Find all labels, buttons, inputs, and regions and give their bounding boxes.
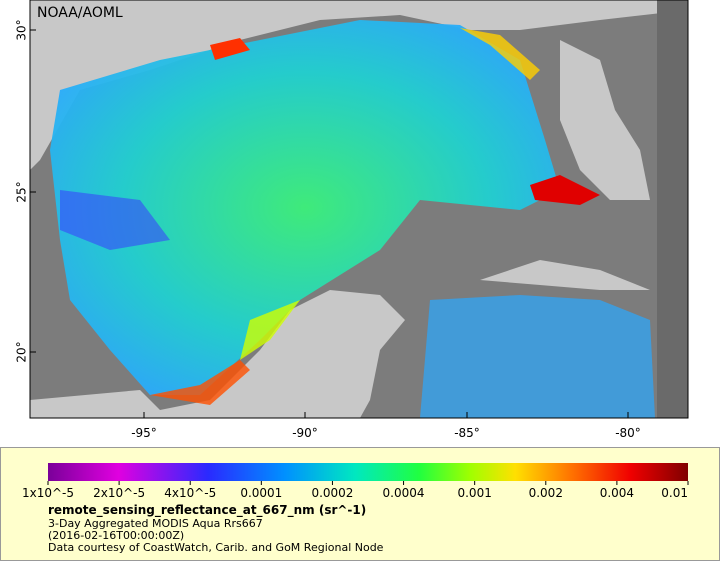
lon-label: -80° <box>615 426 641 440</box>
florida <box>560 40 650 200</box>
cuba <box>480 260 650 290</box>
product: 3-Day Aggregated MODIS Aqua Rrs667 <box>48 517 263 530</box>
lon-label: -90° <box>292 426 318 440</box>
lat-label: 25° <box>15 181 29 202</box>
colorbar-label: 0.004 <box>600 486 634 500</box>
land-south <box>30 290 405 418</box>
source: Data courtesy of CoastWatch, Carib. and … <box>48 541 384 554</box>
high-values <box>210 38 250 60</box>
colorbar-label: 0.002 <box>529 486 563 500</box>
colorbar-label: 0.01 <box>661 486 688 500</box>
credit: NOAA/AOML <box>37 5 123 21</box>
data-field <box>50 20 560 395</box>
legend: 1x10^-5 2x10^-5 4x10^-5 0.0001 0.0002 0.0004 0… <box>22 481 689 500</box>
high-values <box>240 300 300 360</box>
lat-label: 20° <box>15 341 29 362</box>
low-values <box>60 190 170 250</box>
high-values <box>150 360 250 405</box>
lat-label: 30° <box>15 19 29 40</box>
colorbar-label: 2x10^-5 <box>93 486 145 500</box>
map-frame <box>29 0 689 419</box>
high-values <box>460 28 540 80</box>
data-field-caribbean <box>420 295 655 418</box>
colorbar-label: 0.001 <box>457 486 491 500</box>
date: (2016-02-16T00:00:00Z) <box>48 529 184 542</box>
no-data-strip <box>657 0 688 418</box>
lon-label: -95° <box>131 426 157 440</box>
colorbar-label: 4x10^-5 <box>164 486 216 500</box>
colorbar-label: 0.0002 <box>311 486 353 500</box>
colorbar-label: 1x10^-5 <box>22 486 74 500</box>
colorbar <box>48 463 688 481</box>
land-north <box>30 0 688 170</box>
lon-label: -85° <box>454 426 480 440</box>
high-values <box>530 175 600 205</box>
colorbar-label: 0.0001 <box>240 486 282 500</box>
colorbar-label: 0.0004 <box>383 486 425 500</box>
map: NOAA/AOML <box>29 0 689 419</box>
axes: 30° 25° 20° -95° -90° -85° -80° <box>15 19 641 440</box>
variable-name: remote_sensing_reflectance_at_667_nm (sr… <box>48 503 366 518</box>
